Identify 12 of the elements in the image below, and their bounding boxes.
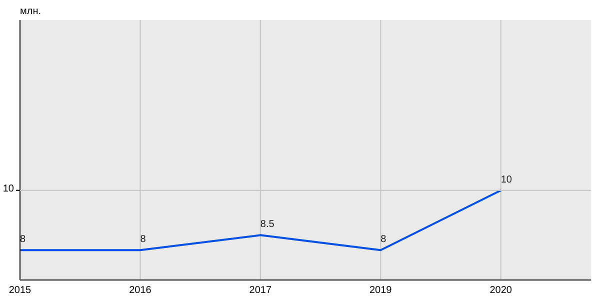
data-label: 8.5 xyxy=(260,219,275,230)
x-tick-label: 2020 xyxy=(490,285,512,296)
x-tick-label: 2019 xyxy=(370,285,392,296)
data-label: 8 xyxy=(20,234,26,246)
data-label: 10 xyxy=(500,174,512,186)
data-label: 8 xyxy=(140,234,146,246)
ref-line-label: 10 xyxy=(2,183,14,194)
data-label: 8 xyxy=(380,234,387,246)
x-tick-label: 2015 xyxy=(8,285,32,296)
x-tick-label: 2016 xyxy=(129,285,152,296)
y-axis-title: млн. xyxy=(20,6,42,17)
x-tick-label: 2017 xyxy=(249,285,272,296)
